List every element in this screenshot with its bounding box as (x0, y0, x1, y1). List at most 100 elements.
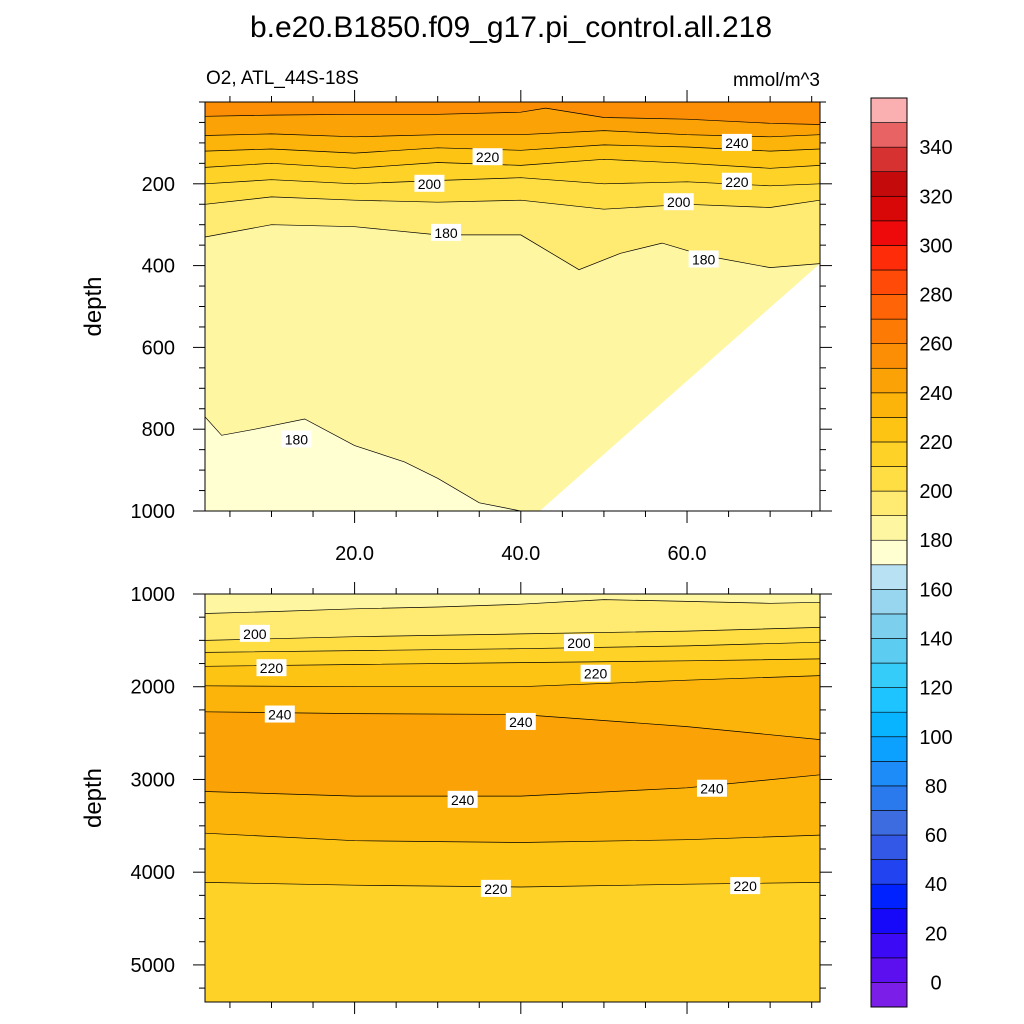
contour-fill-band (205, 144, 820, 169)
contour-fill-band (205, 130, 820, 154)
contour-label-box (688, 250, 719, 268)
contour-label-box (721, 133, 752, 151)
contour-label-box (281, 430, 312, 448)
contour-label: 200 (418, 176, 442, 192)
contour-label: 200 (243, 626, 267, 642)
y-tick-label: 800 (142, 419, 175, 441)
contour-line (205, 774, 820, 797)
colorbar-swatch (870, 417, 908, 443)
contour-line (205, 158, 820, 169)
x-tick-label: 40.0 (501, 543, 540, 565)
colorbar-swatch (870, 883, 908, 910)
colorbar-swatch (870, 613, 908, 639)
colorbar-swatch (870, 220, 908, 246)
colorbar-swatch (870, 957, 908, 983)
contour-label: 180 (285, 431, 309, 447)
contour-label: 240 (268, 707, 292, 723)
colorbar-tick-label: 240 (919, 383, 952, 405)
colorbar-swatch (870, 515, 908, 541)
plot-area: 240 220 220 200 200 180 180 180 (205, 102, 820, 511)
colorbar-swatch (870, 318, 908, 344)
contour-label-box (563, 634, 594, 652)
contour-fill-band (205, 599, 820, 641)
plot-area: 200 200 220 220 240 240 240 240 220 220 (205, 594, 820, 1002)
y-axis-label: depth (80, 768, 107, 828)
colorbar-swatch (870, 245, 908, 271)
colorbar-swatch (870, 195, 908, 222)
contour-fill-band (205, 658, 820, 687)
deep-ocean-panel: 200 200 220 220 240 240 240 240 220 220 1000 2000 30… (80, 582, 832, 1014)
contour-label-box (414, 174, 445, 192)
contour-fill-band (205, 711, 820, 797)
contour-label-box (721, 172, 752, 190)
contour-label: 200 (667, 194, 691, 210)
colorbar-tick-label: 340 (919, 137, 952, 159)
colorbar-swatch (870, 367, 908, 394)
contour-fill-band (205, 159, 820, 186)
contour-line (205, 107, 820, 125)
colorbar-tick-label: 80 (925, 776, 947, 798)
y-tick-label: 4000 (131, 862, 176, 884)
contour-label-box (431, 223, 462, 241)
contour-label-box (696, 779, 727, 797)
contour-fill-band (205, 224, 820, 511)
colorbar-tick-label: 260 (919, 334, 952, 356)
contour-label: 220 (260, 660, 284, 676)
contour-line (205, 675, 820, 688)
colorbar-swatch (870, 859, 908, 885)
colorbar-swatch (870, 490, 908, 516)
contour-label: 180 (434, 225, 458, 241)
colorbar-swatch (870, 294, 908, 320)
contour-line (205, 196, 820, 210)
contour-fill-band (205, 675, 820, 740)
colorbar-swatch (870, 269, 908, 295)
contour-label: 220 (725, 174, 749, 190)
colorbar-tick-label: 280 (919, 285, 952, 307)
colorbar-tick-label: 160 (919, 579, 952, 601)
colorbar-tick-label: 100 (919, 727, 952, 749)
contour-label-box (730, 877, 761, 895)
y-tick-label: 5000 (131, 955, 176, 977)
colorbar-swatch (870, 343, 908, 369)
contour-line (205, 641, 820, 653)
contour-label: 220 (484, 881, 508, 897)
y-tick-label: 1000 (131, 584, 176, 606)
contour-fill-band (205, 833, 820, 887)
y-tick-label: 3000 (131, 769, 176, 791)
colorbar-tick-label: 140 (919, 628, 952, 650)
colorbar-swatch (870, 932, 908, 959)
colorbar: 0 20 40 60 80 100 120 140 160 180 200 220 240 260 280 3… (870, 97, 953, 1008)
contour-label-box (505, 712, 536, 730)
colorbar-tick-label: 60 (925, 825, 947, 847)
colorbar-swatch (870, 171, 908, 197)
colorbar-swatch (870, 687, 908, 713)
y-tick-label: 600 (142, 337, 175, 359)
colorbar-tick-label: 180 (919, 530, 952, 552)
contour-label-box (256, 659, 287, 677)
colorbar-swatch (870, 589, 908, 615)
colorbar-swatch (870, 908, 908, 934)
colorbar-swatch (870, 662, 908, 688)
colorbar-swatch (870, 392, 908, 418)
x-tick-label: 20.0 (335, 543, 374, 565)
colorbar-tick-label: 40 (925, 874, 947, 896)
colorbar-tick-label: 320 (919, 186, 952, 208)
contour-fill-band (205, 102, 820, 125)
contour-label: 180 (692, 251, 716, 267)
contour-fill-band (205, 108, 820, 137)
colorbar-tick-label: 220 (919, 432, 952, 454)
contour-line (205, 416, 524, 511)
colorbar-tick-label: 0 (930, 972, 941, 994)
colorbar-swatch (870, 711, 908, 738)
y-tick-label: 400 (142, 256, 175, 278)
contour-label: 220 (734, 878, 758, 894)
contour-fill-band (205, 774, 820, 843)
y-tick-label: 2000 (131, 677, 176, 699)
y-tick-label: 200 (142, 174, 175, 196)
colorbar-tick-label: 120 (919, 678, 952, 700)
units-subtitle: mmol/m^3 (733, 70, 820, 91)
y-tick-label: 1000 (131, 501, 176, 523)
contour-label-box (239, 624, 270, 642)
contour-label: 240 (725, 135, 749, 151)
